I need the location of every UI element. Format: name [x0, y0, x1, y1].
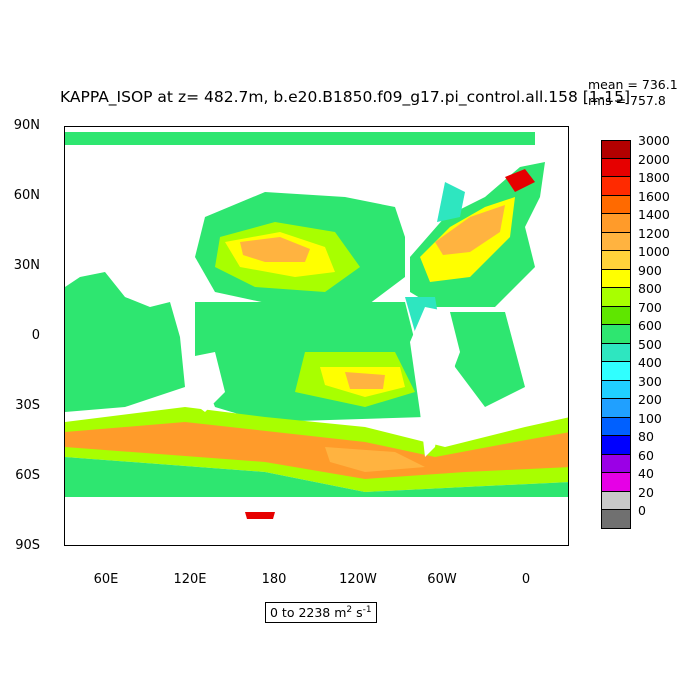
lon-label-60e: 60E	[93, 572, 119, 587]
colorbar-swatch	[601, 436, 631, 455]
range-prefix: 0 to 2238 m	[270, 605, 347, 621]
ocean-field-map	[65, 132, 568, 519]
colorbar-label: 1600	[638, 188, 670, 204]
colorbar-swatch	[601, 325, 631, 344]
colorbar-label: 1000	[638, 244, 670, 259]
rms-stat: rms = 757.8	[588, 93, 666, 108]
map-panel	[64, 126, 569, 546]
colorbar-swatch	[601, 177, 631, 196]
lat-label-90n: 90N	[13, 118, 40, 133]
colorbar-swatch	[601, 214, 631, 233]
colorbar-swatch	[601, 399, 631, 418]
range-exp1: 2	[346, 605, 353, 615]
colorbar-swatch	[601, 491, 631, 510]
colorbar-label: 500	[638, 336, 662, 352]
colorbar-swatch	[601, 417, 631, 436]
lon-label-0: 0	[521, 572, 531, 587]
colorbar-label: 300	[638, 373, 662, 389]
labrador-peak	[505, 169, 535, 192]
lat-label-60s: 60S	[15, 468, 40, 483]
colorbar-swatch	[601, 362, 631, 381]
southern-ocean-current	[65, 422, 568, 479]
colorbar-label: 1400	[638, 207, 670, 222]
colorbar-label: 80	[638, 429, 654, 444]
north-atlantic-max	[435, 205, 505, 255]
lat-label-30n: 30N	[13, 258, 40, 273]
colorbar-label: 200	[638, 392, 662, 407]
southern-ocean-south	[65, 457, 568, 497]
plot-title: KAPPA_ISOP at z= 482.7m, b.e20.B1850.f09…	[60, 88, 631, 106]
colorbar-swatch	[601, 473, 631, 492]
colorbar-swatch	[601, 454, 631, 473]
lon-label-60w: 60W	[427, 572, 457, 587]
lat-label-90s: 90S	[15, 538, 40, 553]
lat-label-30s: 30S	[15, 398, 40, 413]
range-label: 0 to 2238 m2 s-1	[265, 602, 377, 624]
colorbar-swatch	[601, 343, 631, 362]
colorbar-label: 60	[638, 447, 654, 463]
colorbar-label: 800	[638, 281, 662, 296]
colorbar	[601, 140, 631, 529]
lon-label-180: 180	[261, 572, 287, 587]
colorbar-swatch	[601, 269, 631, 288]
south-pacific-max	[345, 372, 385, 389]
labrador-sea	[437, 182, 465, 222]
colorbar-swatch	[601, 195, 631, 214]
colorbar-label: 400	[638, 355, 662, 370]
colorbar-swatch	[601, 510, 631, 529]
mean-stat: mean = 736.1	[588, 77, 678, 92]
colorbar-label: 900	[638, 262, 662, 278]
colorbar-swatch	[601, 251, 631, 270]
colorbar-label: 3000	[638, 133, 670, 148]
north-pacific-max	[240, 237, 310, 262]
lat-label-0: 0	[31, 328, 40, 343]
colorbar-swatch	[601, 158, 631, 177]
colorbar-label: 20	[638, 484, 654, 500]
south-atlantic	[445, 312, 525, 407]
colorbar-label: 1200	[638, 225, 670, 241]
colorbar-swatch	[601, 380, 631, 399]
colorbar-label: 40	[638, 466, 654, 481]
colorbar-label: 0	[638, 503, 646, 518]
colorbar-label: 1800	[638, 170, 670, 185]
lon-label-120e: 120E	[173, 572, 207, 587]
colorbar-swatch	[601, 140, 631, 159]
colorbar-label: 600	[638, 318, 662, 333]
colorbar-label: 2000	[638, 151, 670, 167]
lon-label-120w: 120W	[339, 572, 377, 587]
colorbar-swatch	[601, 232, 631, 251]
southern-ocean-core	[325, 447, 425, 472]
australia-landmass	[185, 352, 225, 412]
range-mid: s	[352, 605, 363, 621]
south-america-landmass	[410, 307, 460, 457]
colorbar-swatch	[601, 288, 631, 307]
lat-label-60n: 60N	[13, 188, 40, 203]
colorbar-label: 700	[638, 299, 662, 315]
colorbar-swatch	[601, 306, 631, 325]
arctic-ocean	[65, 132, 535, 145]
colorbar-label: 100	[638, 410, 662, 426]
range-exp2: -1	[362, 605, 372, 615]
ross-sea-peak	[245, 512, 275, 519]
indian-ocean	[65, 272, 185, 412]
